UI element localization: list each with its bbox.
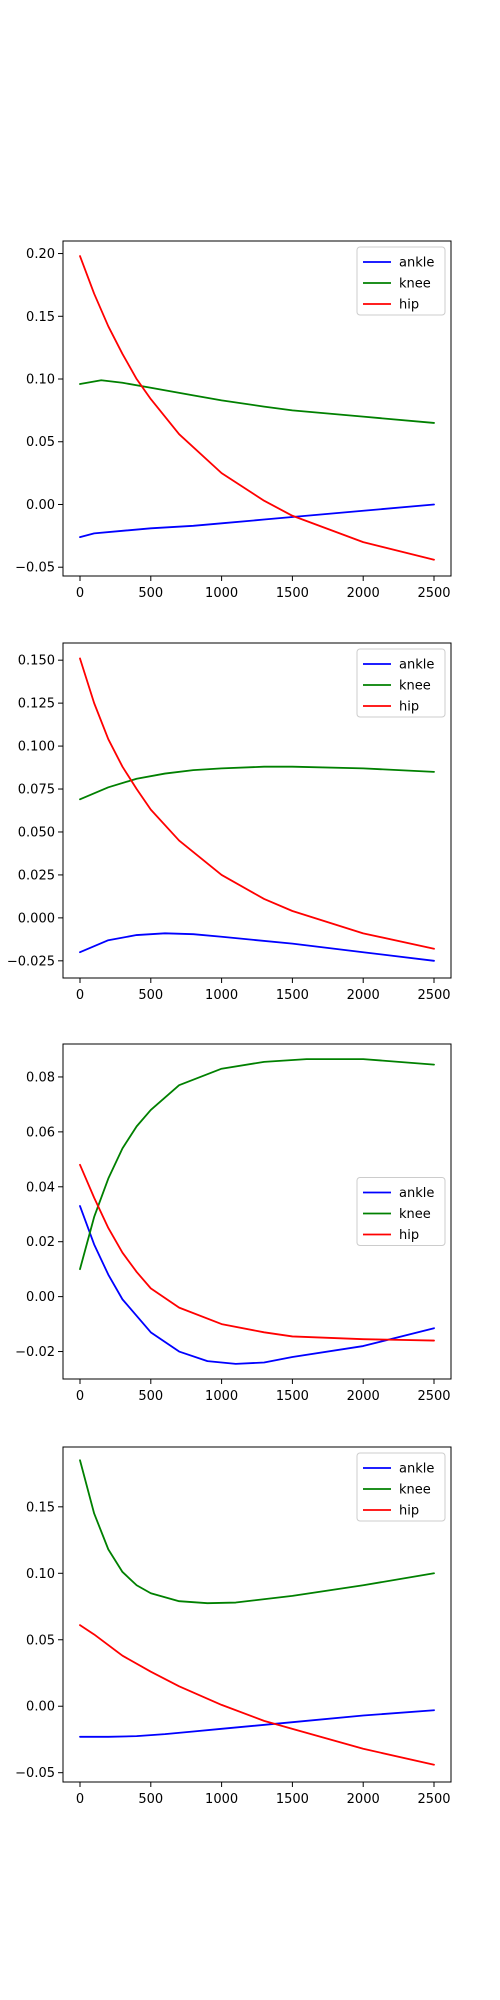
series-line-knee (79, 765, 435, 801)
y-tick-label: 0.20 (26, 247, 55, 262)
x-tick-label: 500 (138, 586, 163, 601)
x-tick-label: 1500 (276, 1389, 309, 1404)
series-line-knee (79, 1459, 435, 1605)
legend-label-hip: hip (399, 1504, 419, 1519)
x-tick-label: 1000 (205, 586, 238, 601)
y-tick-label: 0.04 (26, 1180, 55, 1195)
y-tick-label: 0.050 (18, 825, 55, 840)
x-tick-label: 1000 (205, 1389, 238, 1404)
series-line-hip (79, 1163, 435, 1342)
y-tick-label: 0.000 (18, 911, 55, 926)
chart-panel-4: 0 500 1000 1500 2000 2500 −0.05 0.00 0.05 0.10 0.1… (15, 1446, 452, 1807)
legend-label-hip: hip (399, 298, 419, 313)
chart-panel-1: 0 500 1000 1500 2000 2500 −0.05 0.00 0.05 0.10 0.1… (15, 240, 452, 601)
axes-frame (62, 1043, 452, 1380)
y-tick-label: 0.075 (18, 783, 55, 798)
x-tick-label: 2000 (347, 1389, 380, 1404)
y-tick-label: −0.025 (7, 954, 55, 969)
x-tick-label: 2000 (347, 586, 380, 601)
y-tick-label: 0.05 (26, 1633, 55, 1648)
axes-frame (62, 240, 452, 577)
y-tick-label: 0.150 (18, 654, 55, 669)
legend-label-knee: knee (399, 1207, 431, 1222)
y-tick-label: 0.00 (26, 1290, 55, 1305)
y-tick-label: 0.10 (26, 1567, 55, 1582)
legend: ankle knee hip (356, 1177, 446, 1246)
x-tick-label: 1000 (205, 1792, 238, 1807)
legend-label-knee: knee (399, 1483, 431, 1498)
x-tick-label: 0 (76, 988, 84, 1003)
y-tick-label: 0.08 (26, 1070, 55, 1085)
legend-box (356, 648, 446, 718)
series-line-knee (79, 1058, 435, 1271)
x-tick-label: 500 (138, 1792, 163, 1807)
legend: ankle knee hip (356, 648, 446, 718)
legend-label-knee: knee (399, 277, 431, 292)
y-tick-label: 0.15 (26, 1500, 55, 1515)
y-tick-label: 0.025 (18, 868, 55, 883)
y-tick-label: 0.00 (26, 1700, 55, 1715)
legend: ankle knee hip (356, 1452, 446, 1522)
axes-frame (62, 1446, 452, 1783)
y-tick-label: 0.00 (26, 498, 55, 513)
x-tick-label: 1000 (205, 988, 238, 1003)
x-tick-label: 0 (76, 586, 84, 601)
y-tick-label: −0.05 (15, 1766, 55, 1781)
y-tick-label: 0.15 (26, 310, 55, 325)
series-line-ankle (79, 932, 435, 962)
x-tick-label: 500 (138, 1389, 163, 1404)
legend-box (356, 1452, 446, 1522)
x-tick-label: 2500 (417, 586, 450, 601)
legend-label-hip: hip (399, 700, 419, 715)
series-line-knee (79, 379, 435, 424)
x-tick-label: 500 (138, 988, 163, 1003)
x-tick-label: 0 (76, 1792, 84, 1807)
series-line-ankle (79, 1205, 435, 1365)
y-tick-label: 0.05 (26, 435, 55, 450)
axes-frame (62, 642, 452, 979)
legend-box (356, 1177, 446, 1246)
legend: ankle knee hip (356, 246, 446, 316)
x-tick-label: 1500 (276, 988, 309, 1003)
x-tick-label: 2500 (417, 1389, 450, 1404)
y-tick-label: 0.100 (18, 740, 55, 755)
series-line-hip (79, 657, 435, 950)
x-tick-label: 0 (76, 1389, 84, 1404)
legend-label-ankle: ankle (399, 256, 434, 271)
y-tick-label: 0.02 (26, 1235, 55, 1250)
x-tick-label: 1500 (276, 1792, 309, 1807)
y-tick-label: 0.125 (18, 697, 55, 712)
legend-label-ankle: ankle (399, 1186, 434, 1201)
x-tick-label: 1500 (276, 586, 309, 601)
legend-label-ankle: ankle (399, 1462, 434, 1477)
series-line-hip (79, 1624, 435, 1766)
y-tick-label: −0.02 (15, 1345, 55, 1360)
series-line-hip (79, 255, 435, 561)
legend-label-hip: hip (399, 1228, 419, 1243)
legend-label-ankle: ankle (399, 658, 434, 673)
series-line-ankle (79, 503, 435, 538)
legend-box (356, 246, 446, 316)
x-tick-label: 2500 (417, 988, 450, 1003)
x-tick-label: 2000 (347, 988, 380, 1003)
legend-label-knee: knee (399, 679, 431, 694)
series-line-ankle (79, 1709, 435, 1738)
chart-panel-2: 0 500 1000 1500 2000 2500 −0.025 0.000 0.025 0.05… (7, 642, 452, 1003)
y-tick-label: −0.05 (15, 561, 55, 576)
chart-panel-3: 0 500 1000 1500 2000 2500 −0.02 0.00 0.02 0.04 0.0… (15, 1043, 452, 1404)
x-tick-label: 2000 (347, 1792, 380, 1807)
y-tick-label: 0.10 (26, 373, 55, 388)
y-tick-label: 0.06 (26, 1125, 55, 1140)
x-tick-label: 2500 (417, 1792, 450, 1807)
